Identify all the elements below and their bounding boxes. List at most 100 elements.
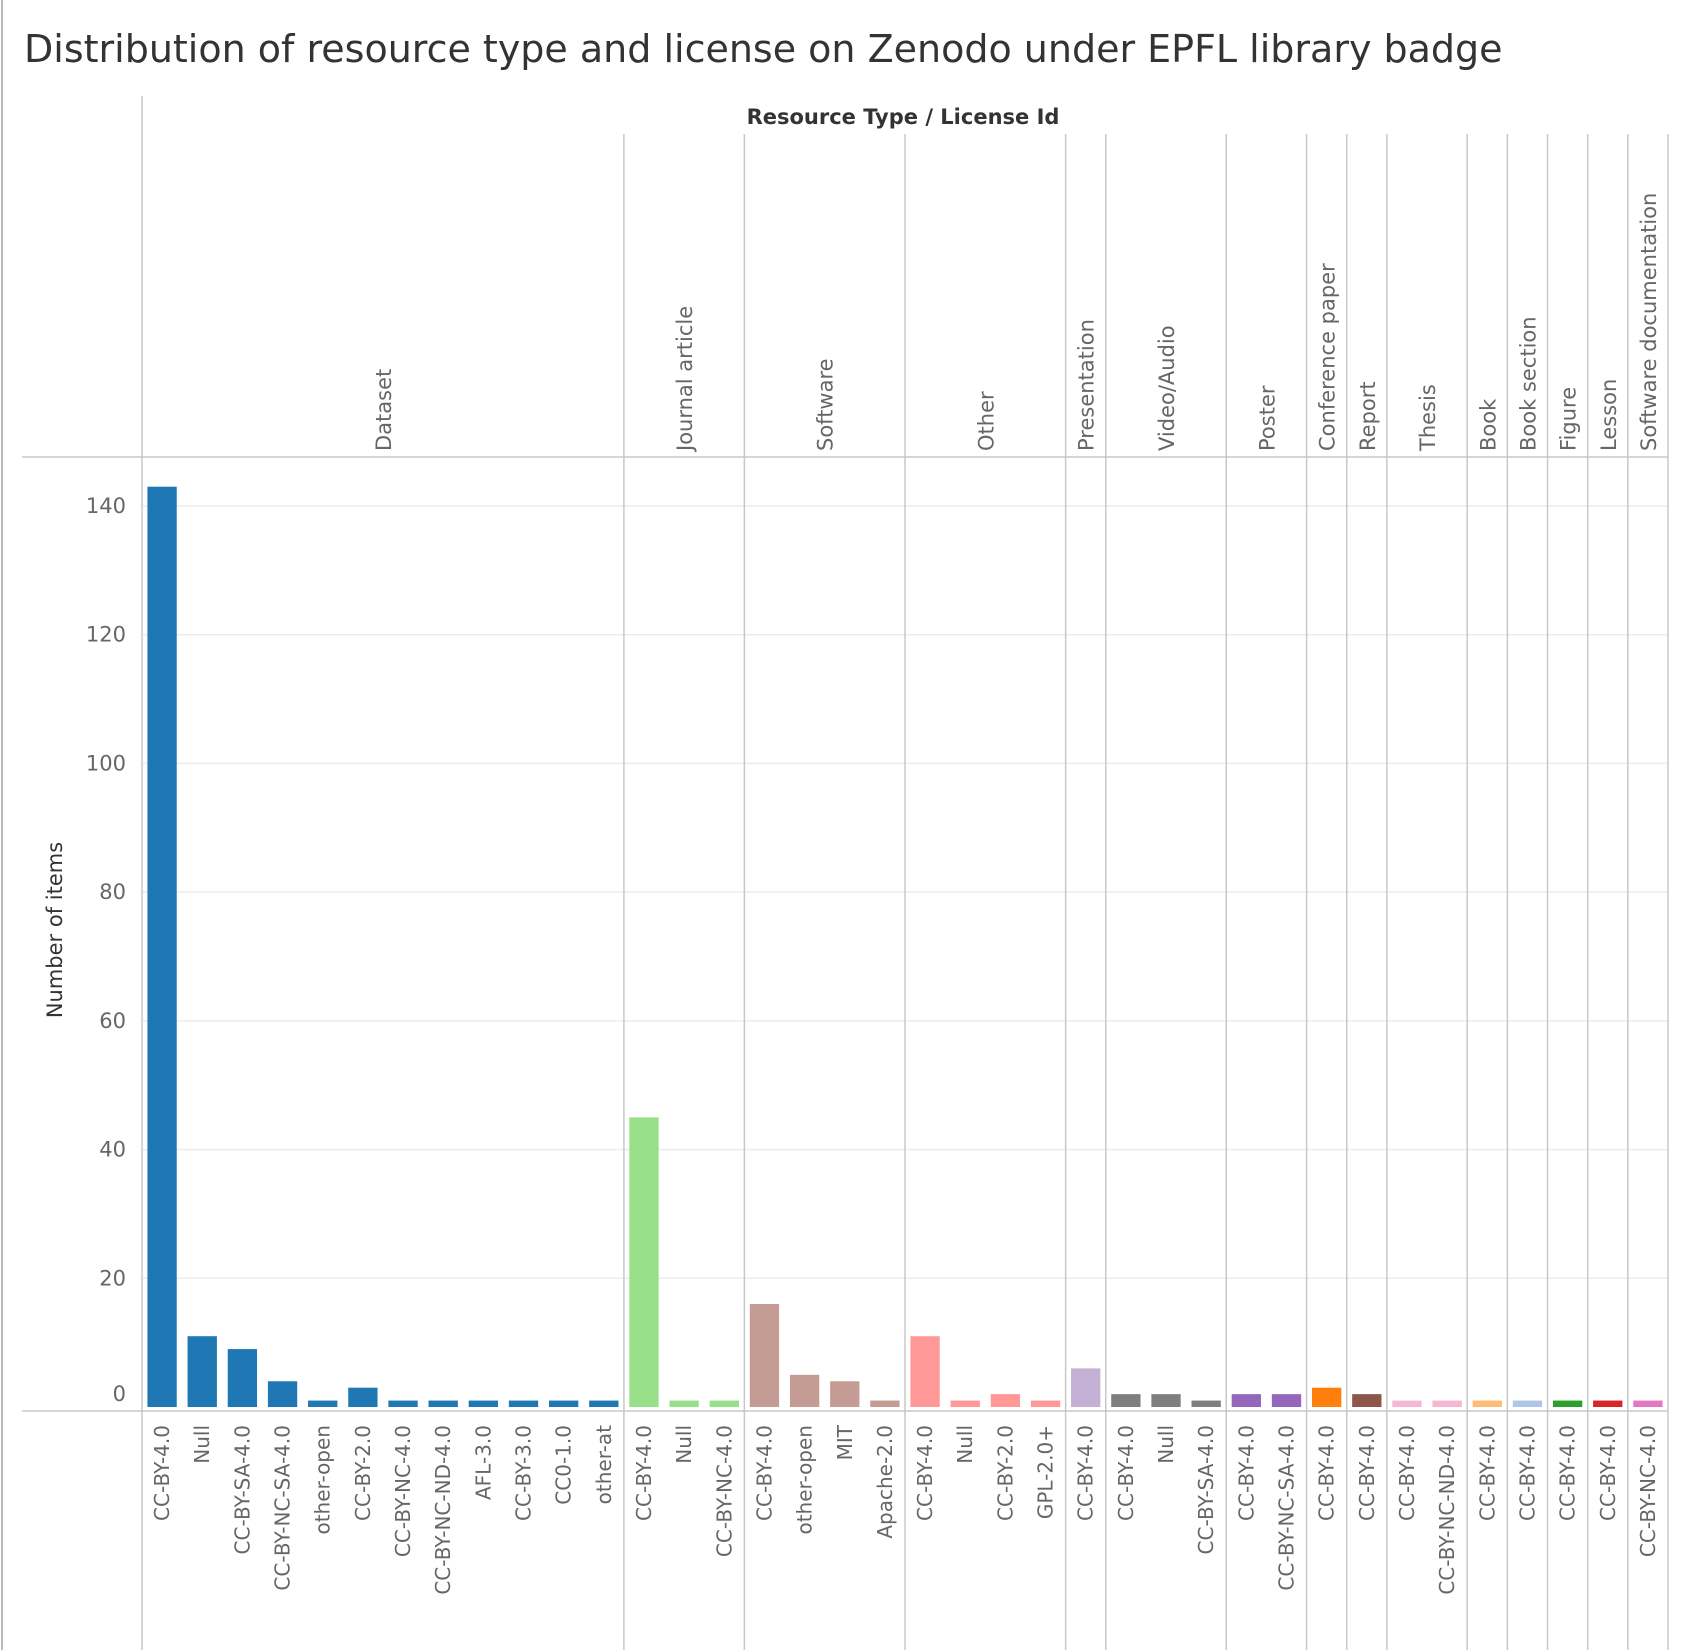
bar-dataset-cc-by-2-0 <box>348 1387 378 1407</box>
group-label-presentation: Presentation <box>1075 319 1099 451</box>
category-label: CC-BY-4.0 <box>1114 1425 1138 1521</box>
bar-report-cc-by-4-0 <box>1352 1394 1382 1407</box>
bar-journal-article-null <box>669 1400 699 1407</box>
bar-video-audio-cc-by-4-0 <box>1111 1394 1141 1407</box>
group-label-journal-article: Journal article <box>673 306 697 453</box>
category-label: CC-BY-NC-SA-4.0 <box>271 1425 295 1591</box>
category-label: Apache-2.0 <box>873 1425 897 1539</box>
y-tick-40: 40 <box>99 1138 126 1162</box>
category-label: CC-BY-4.0 <box>752 1425 776 1521</box>
category-label: CC-BY-NC-4.0 <box>712 1425 736 1557</box>
bar-video-audio-null <box>1151 1394 1181 1407</box>
bar-dataset-cc0-1-0 <box>549 1400 579 1407</box>
category-label: CC-BY-NC-4.0 <box>391 1425 415 1557</box>
category-label: other-open <box>793 1425 817 1535</box>
category-label: CC-BY-4.0 <box>150 1425 174 1521</box>
category-label: CC-BY-2.0 <box>351 1425 375 1521</box>
bar-software-cc-by-4-0 <box>749 1304 780 1407</box>
bar-other-cc-by-2-0 <box>990 1394 1021 1407</box>
group-label-conference-paper: Conference paper <box>1316 263 1340 451</box>
chart-title: Distribution of resource type and licens… <box>24 27 1503 71</box>
category-label: CC-BY-2.0 <box>993 1425 1017 1521</box>
bar-dataset-cc-by-sa-4-0 <box>227 1349 258 1407</box>
bar-book-section-cc-by-4-0 <box>1512 1400 1543 1407</box>
bar-conference-paper-cc-by-4-0 <box>1312 1387 1342 1407</box>
category-label: Null <box>190 1425 214 1464</box>
bar-dataset-cc-by-4-0 <box>147 486 177 1407</box>
bar-journal-article-cc-by-nc-4-0 <box>709 1400 739 1407</box>
bar-dataset-cc-by-nc-nd-4-0 <box>428 1400 458 1407</box>
bar-dataset-cc-by-nc-sa-4-0 <box>267 1381 298 1407</box>
group-label-other: Other <box>974 391 998 451</box>
group-labels: Dataset Journal article Software Other Prese… <box>372 193 1661 453</box>
category-label: other-at <box>592 1425 616 1504</box>
bar-dataset-cc-by-3-0 <box>508 1400 539 1407</box>
group-label-dataset: Dataset <box>372 369 396 451</box>
bar-thesis-cc-by-nc-nd-4-0 <box>1432 1400 1462 1407</box>
y-tick-120: 120 <box>86 623 126 647</box>
category-label: other-open <box>311 1425 335 1535</box>
group-label-thesis: Thesis <box>1416 384 1440 452</box>
bar-figure-cc-by-4-0 <box>1552 1400 1583 1407</box>
bar-other-null <box>950 1400 980 1407</box>
bar-software-documentation-cc-by-nc-4-0 <box>1633 1400 1663 1407</box>
category-label: GPL-2.0+ <box>1034 1425 1058 1519</box>
bar-poster-cc-by-nc-sa-4-0 <box>1271 1394 1302 1407</box>
group-label-software-documentation: Software documentation <box>1637 193 1661 451</box>
bar-presentation-cc-by-4-0 <box>1071 1368 1101 1407</box>
bar-book-cc-by-4-0 <box>1472 1400 1502 1407</box>
group-label-book: Book <box>1476 398 1500 451</box>
group-dividers <box>623 134 1629 1650</box>
bar-software-mit <box>830 1381 860 1407</box>
y-tick-20: 20 <box>99 1266 126 1290</box>
y-tick-60: 60 <box>99 1009 126 1033</box>
bar-poster-cc-by-4-0 <box>1231 1394 1261 1407</box>
y-tick-100: 100 <box>86 751 126 775</box>
bar-dataset-afl-3-0 <box>468 1400 498 1407</box>
category-label: Null <box>672 1425 696 1464</box>
category-label: CC-BY-4.0 <box>632 1425 656 1521</box>
category-label: CC-BY-4.0 <box>1315 1425 1339 1521</box>
y-axis-ticks: 0 20 40 60 80 100 120 140 <box>86 494 126 1406</box>
bar-video-audio-cc-by-sa-4-0 <box>1191 1400 1221 1407</box>
group-label-video-audio: Video/Audio <box>1155 325 1179 451</box>
group-label-poster: Poster <box>1255 385 1279 451</box>
group-label-book-section: Book section <box>1516 316 1540 451</box>
category-label: AFL-3.0 <box>471 1425 495 1500</box>
bar-other-gpl-2-0- <box>1030 1400 1061 1407</box>
category-label: CC-BY-4.0 <box>1234 1425 1258 1521</box>
group-label-report: Report <box>1356 381 1380 451</box>
category-label: MIT <box>833 1424 857 1460</box>
category-label: CC-BY-NC-ND-4.0 <box>431 1425 455 1595</box>
bar-dataset-other-at <box>589 1400 619 1407</box>
category-label: CC-BY-4.0 <box>913 1425 937 1521</box>
group-label-figure: Figure <box>1557 387 1581 451</box>
bar-dataset-cc-by-nc-4-0 <box>388 1400 418 1407</box>
column-header: Resource Type / License Id <box>747 105 1060 129</box>
bar-journal-article-cc-by-4-0 <box>629 1117 659 1407</box>
category-label: CC-BY-4.0 <box>1556 1425 1580 1521</box>
chart-frame <box>22 96 1669 1650</box>
category-label: Null <box>1154 1425 1178 1464</box>
bar-software-other-open <box>789 1374 820 1407</box>
category-label: CC-BY-SA-4.0 <box>230 1425 254 1554</box>
category-label: CC-BY-NC-ND-4.0 <box>1435 1425 1459 1595</box>
group-label-lesson: Lesson <box>1597 379 1621 451</box>
bar-dataset-null <box>187 1336 217 1407</box>
category-label: CC-BY-4.0 <box>1596 1425 1620 1521</box>
category-label: CC-BY-4.0 <box>1395 1425 1419 1521</box>
category-label: Null <box>953 1425 977 1464</box>
category-label: CC-BY-4.0 <box>1074 1425 1098 1521</box>
category-label: CC0-1.0 <box>552 1425 576 1505</box>
y-axis-label: Number of items <box>43 842 67 1018</box>
category-label: CC-BY-NC-SA-4.0 <box>1275 1425 1299 1591</box>
bar-thesis-cc-by-4-0 <box>1392 1400 1422 1407</box>
bars <box>147 486 1663 1407</box>
y-tick-0: 0 <box>113 1382 126 1406</box>
y-tick-140: 140 <box>86 494 126 518</box>
category-labels: CC-BY-4.0 Null CC-BY-SA-4.0 CC-BY-NC-SA-4.0… <box>150 1424 1660 1594</box>
bar-lesson-cc-by-4-0 <box>1593 1400 1623 1407</box>
